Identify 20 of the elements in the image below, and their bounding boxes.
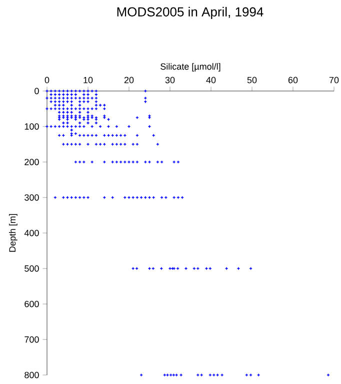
chart-title: MODS2005 in April, 1994 — [117, 6, 264, 20]
x-tick-label: 40 — [206, 76, 216, 84]
y-tick-label: 400 — [24, 230, 39, 236]
y-tick-label: 500 — [24, 265, 39, 272]
y-tick-label: 300 — [24, 194, 39, 201]
y-tick-label: 600 — [24, 300, 39, 308]
y-tick-label: 200 — [24, 158, 39, 166]
y-tick-label: 800 — [24, 372, 39, 378]
x-tick-label: 0 — [44, 76, 50, 84]
x-tick-label: 60 — [288, 76, 298, 84]
x-tick-label: 20 — [124, 76, 134, 84]
y-tick-label: 100 — [24, 123, 39, 130]
y-tick-label: 0 — [34, 88, 39, 94]
y-tick-label: 700 — [24, 336, 39, 343]
x-tick-label: 30 — [165, 76, 175, 84]
x-axis-title: Silicate [µmol/l] — [160, 63, 220, 72]
x-tick-label: 10 — [84, 76, 93, 84]
x-tick-label: 70 — [329, 76, 339, 84]
y-axis-title: Depth [m] — [8, 214, 18, 252]
x-tick-label: 50 — [247, 76, 257, 84]
